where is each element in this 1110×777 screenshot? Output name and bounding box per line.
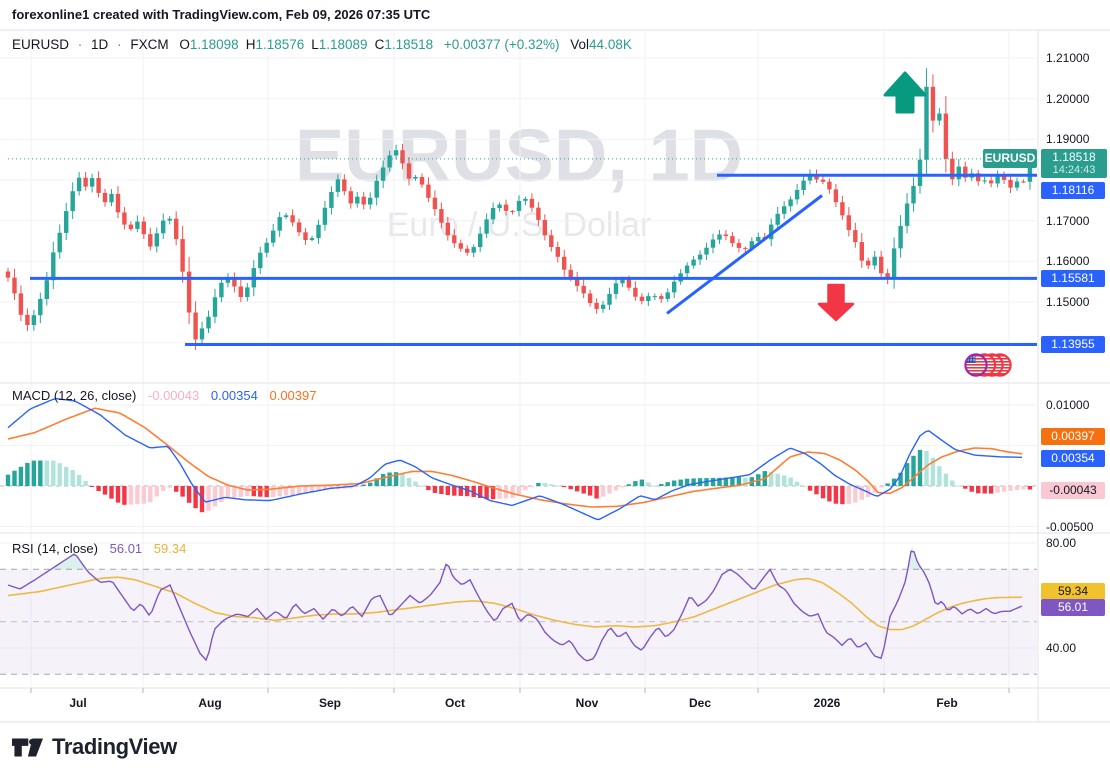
ohlc-key: H (245, 37, 256, 52)
macd-signal-value: 0.00397 (269, 388, 317, 403)
time-axis-label: Aug (198, 696, 222, 710)
axis-tick-label: 1.21000 (1046, 51, 1090, 65)
axis-tick-label: 1.19000 (1046, 132, 1090, 147)
rsi-overbought-fill (52, 554, 88, 570)
time-axis-label: 2026 (813, 696, 841, 710)
macd-line-value: 0.00354 (210, 388, 258, 403)
macd-line (7, 397, 1022, 521)
grid (0, 30, 1037, 688)
time-axis-label: Jul (69, 696, 87, 710)
ohlc-key: O (179, 37, 190, 52)
ohlc-value: 1.18098 (189, 37, 239, 52)
bar-countdown: 14:24:43 (1052, 163, 1096, 176)
axis-price-badge: 0.00397 (1041, 428, 1105, 446)
ohlc-key: C (374, 37, 385, 52)
rsi-line (7, 550, 1023, 662)
economic-event-flags-icon[interactable] (964, 353, 1012, 377)
axis-tick-label: 1.20000 (1046, 91, 1090, 106)
axis-price-badge: 1.13955 (1041, 335, 1105, 353)
symbol-name[interactable]: EURUSD (12, 37, 70, 52)
axis-tick-label: 1.17000 (1046, 213, 1090, 228)
axis-price-badge: 0.00354 (1041, 449, 1105, 467)
tradingview-logo-text: TradingView (52, 734, 177, 759)
down-arrow-annotation[interactable] (817, 283, 855, 322)
axis-price-badge: 59.34 (1041, 582, 1105, 600)
tradingview-logo-icon (12, 738, 43, 756)
volume-label: Vol (570, 37, 590, 52)
change-value: +0.00377 (+0.32%) (443, 37, 560, 52)
attribution-text: forexonline1 created with TradingView.co… (12, 7, 431, 22)
rsi-ma-value: 59.34 (153, 541, 187, 556)
ohlc-value: 1.18089 (318, 37, 368, 52)
time-axis-label: Dec (688, 696, 711, 710)
axis-tick-label: 80.00 (1046, 536, 1077, 550)
rsi-title: RSI (14, close) (12, 541, 98, 556)
macd-title: MACD (12, 26, close) (12, 388, 137, 403)
ohlc-value: 1.18518 (384, 37, 434, 52)
rsi-value: 56.01 (109, 541, 143, 556)
axis-tick-label: -0.00500 (1046, 519, 1094, 534)
time-axis-label: Sep (318, 696, 341, 710)
symbol-legend[interactable]: EURUSD · 1D · FXCM O1.18098 H1.18576 L1.18… (12, 37, 632, 52)
time-axis-label: Nov (575, 696, 599, 710)
time-axis-label: Oct (444, 696, 465, 710)
candlestick-series[interactable] (5, 68, 1033, 350)
tradingview-logo[interactable]: TradingView (12, 734, 177, 760)
price-line-symbol-tag: EURUSD (983, 149, 1037, 169)
macd-signal-line (7, 407, 1023, 508)
legend-separator: · (117, 37, 122, 52)
axis-tick-label: 40.00 (1046, 641, 1077, 655)
ohlc-value: 1.18576 (255, 37, 305, 52)
rsi-band (0, 568, 1037, 675)
last-price-badge: 1.18518 14:24:43 (1041, 148, 1107, 178)
up-arrow-annotation[interactable] (883, 71, 927, 114)
legend-separator: · (77, 37, 83, 52)
volume-value: 44.08K (589, 37, 632, 52)
axis-price-badge: -0.00043 (1041, 481, 1105, 499)
axis-tick-label: 1.16000 (1046, 254, 1090, 269)
rsi-legend[interactable]: RSI (14, close) 56.01 59.34 (12, 541, 186, 556)
axis-tick-label: 0.01000 (1046, 398, 1090, 412)
time-axis-label: Feb (936, 696, 958, 710)
macd-histogram-value: -0.00043 (147, 388, 200, 403)
trendline[interactable] (666, 194, 823, 315)
last-price-value: 1.18518 (1052, 149, 1096, 164)
exchange-label: FXCM (130, 37, 169, 52)
drawing-levels[interactable] (30, 173, 1037, 346)
interval-label[interactable]: 1D (91, 37, 109, 52)
ohlc-key: L (311, 37, 319, 52)
ohlc-values: O1.18098 H1.18576 L1.18089 C1.18518 (172, 37, 433, 52)
macd-legend[interactable]: MACD (12, 26, close) -0.00043 0.00354 0.… (12, 388, 316, 403)
axis-price-badge: 1.15581 (1041, 269, 1105, 287)
axis-price-badge: 56.01 (1041, 599, 1105, 617)
axis-price-badge: 1.18116 (1041, 181, 1105, 199)
axis-tick-label: 1.15000 (1046, 295, 1090, 309)
